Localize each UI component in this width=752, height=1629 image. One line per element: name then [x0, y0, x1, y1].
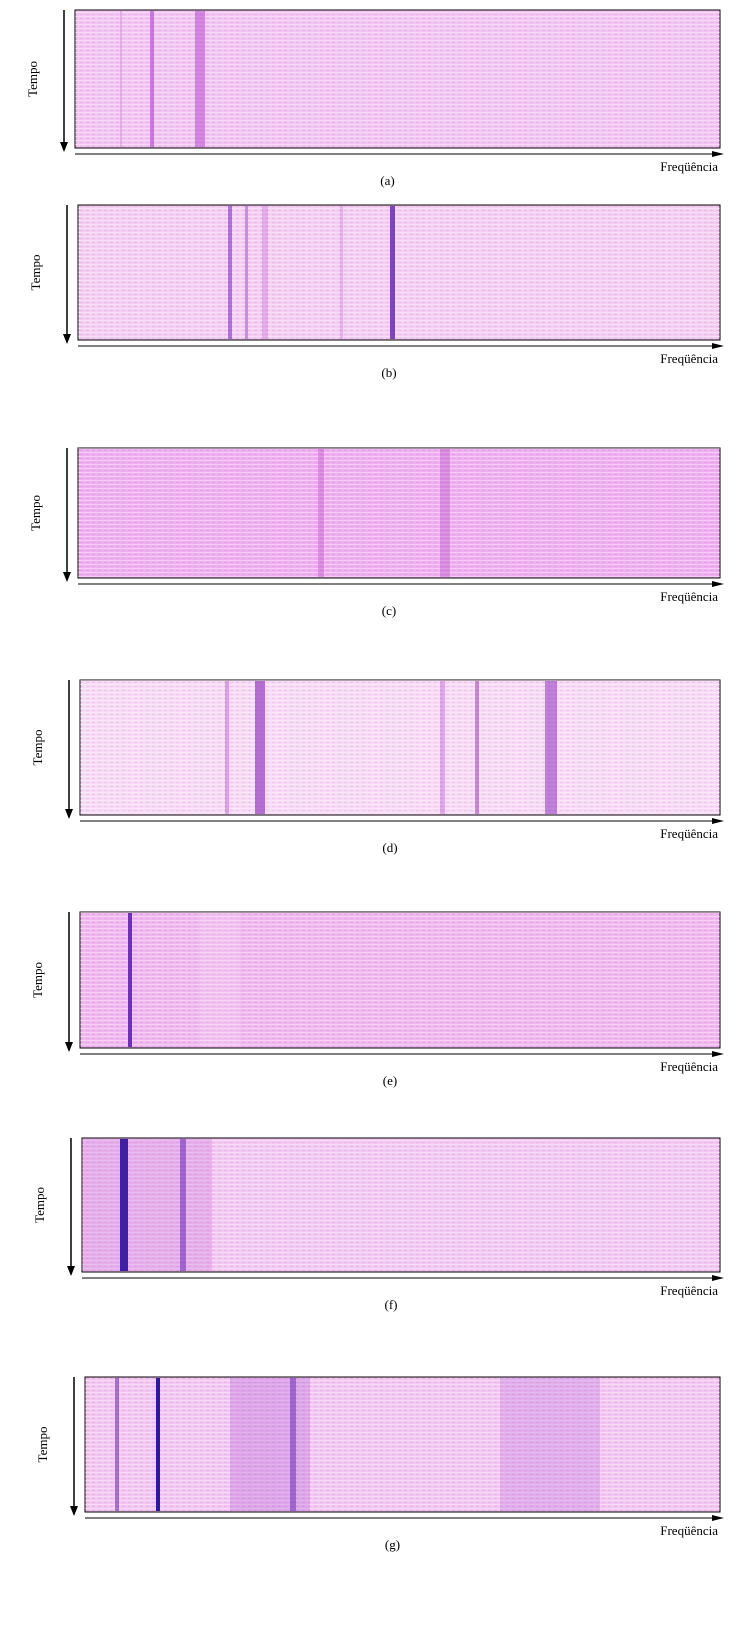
panel-caption: (e): [383, 1073, 397, 1088]
panel: Tempo Freqüência (a): [25, 9, 724, 188]
time-arrowhead: [63, 572, 71, 582]
frequency-arrowhead: [712, 151, 724, 157]
frequency-arrowhead: [712, 581, 724, 587]
y-axis-label: Tempo: [25, 61, 40, 97]
y-axis-label: Tempo: [35, 1427, 50, 1463]
panel-caption: (d): [382, 840, 397, 855]
panel: Tempo Freqüência (f): [32, 1137, 724, 1312]
time-arrowhead: [63, 334, 71, 344]
frequency-arrowhead: [712, 1051, 724, 1057]
x-axis-label: Freqüência: [660, 589, 718, 604]
panel: Tempo Freqüência (d): [30, 679, 724, 855]
spectral-line: [500, 1378, 600, 1511]
spectral-line: [156, 1378, 160, 1511]
spectral-line: [290, 1378, 296, 1511]
spectral-line: [255, 681, 265, 814]
panel: Tempo Freqüência (c): [28, 447, 724, 618]
panel-caption: (c): [382, 603, 396, 618]
spectrogram-texture: [78, 448, 720, 578]
spectral-line: [82, 1139, 212, 1271]
spectral-line: [115, 1378, 119, 1511]
spectral-line: [120, 11, 122, 147]
spectral-line: [200, 913, 240, 1047]
x-axis-label: Freqüência: [660, 826, 718, 841]
spectral-line: [262, 206, 268, 339]
spectral-line: [180, 1139, 186, 1271]
spectral-line: [150, 11, 154, 147]
x-axis-label: Freqüência: [660, 351, 718, 366]
time-arrowhead: [60, 142, 68, 152]
panel-caption: (a): [380, 173, 394, 188]
y-axis-label: Tempo: [32, 1187, 47, 1223]
spectrogram-texture: [82, 1138, 720, 1272]
spectral-line: [340, 206, 343, 339]
frequency-arrowhead: [712, 818, 724, 824]
panel-caption: (f): [385, 1297, 398, 1312]
frequency-arrowhead: [712, 1275, 724, 1281]
spectral-line: [228, 206, 232, 339]
y-axis-label: Tempo: [28, 495, 43, 531]
spectral-line: [225, 681, 229, 814]
panel: Tempo Freqüência (e): [30, 911, 724, 1088]
x-axis-label: Freqüência: [660, 159, 718, 174]
panel: Tempo Freqüência (b): [28, 204, 724, 380]
frequency-arrowhead: [712, 343, 724, 349]
x-axis-label: Freqüência: [660, 1523, 718, 1538]
panel-caption: (g): [385, 1537, 400, 1552]
spectral-line: [128, 913, 132, 1047]
spectral-line: [318, 449, 324, 577]
time-arrowhead: [65, 1042, 73, 1052]
spectral-line: [475, 681, 479, 814]
spectrogram-texture: [80, 680, 720, 815]
x-axis-label: Freqüência: [660, 1283, 718, 1298]
spectral-line: [195, 11, 205, 147]
panel-caption: (b): [381, 365, 396, 380]
y-axis-label: Tempo: [30, 962, 45, 998]
spectrogram-texture: [85, 1377, 720, 1512]
spectrogram-texture: [75, 10, 720, 148]
spectral-line: [545, 681, 557, 814]
spectrogram-texture: [80, 912, 720, 1048]
y-axis-label: Tempo: [28, 255, 43, 291]
spectral-line: [390, 206, 395, 339]
time-arrowhead: [67, 1266, 75, 1276]
spectral-line: [230, 1378, 310, 1511]
spectral-line: [440, 449, 450, 577]
spectral-line: [120, 1139, 128, 1271]
time-arrowhead: [65, 809, 73, 819]
y-axis-label: Tempo: [30, 730, 45, 766]
spectral-line: [440, 681, 445, 814]
frequency-arrowhead: [712, 1515, 724, 1521]
panel: Tempo Freqüência (g): [35, 1376, 724, 1552]
spectral-line: [245, 206, 248, 339]
spectrogram-texture: [78, 205, 720, 340]
x-axis-label: Freqüência: [660, 1059, 718, 1074]
time-arrowhead: [70, 1506, 78, 1516]
